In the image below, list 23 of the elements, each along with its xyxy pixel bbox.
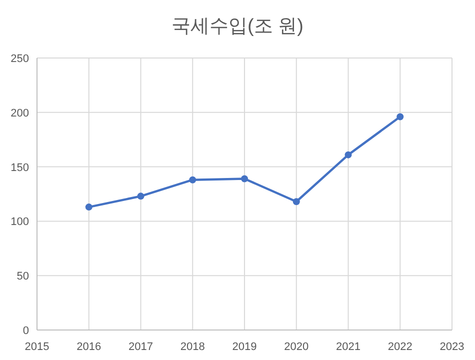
x-tick-label: 2016 [76,341,102,353]
point [292,198,300,206]
point [241,175,248,182]
x-tick-label: 2022 [388,341,412,353]
x-tick-label: 2019 [232,341,257,353]
x-tick-label: 2015 [24,341,50,353]
y-tick-label: 250 [10,53,29,65]
x-tick-label: 2021 [336,341,360,353]
x-tick-label: 2023 [440,341,464,353]
x-tick-label: 2018 [180,341,205,353]
point [396,113,404,120]
y-tick-label: 150 [10,162,29,174]
point [189,176,196,184]
y-tick-label: 50 [16,270,29,283]
y-tick-label: 200 [10,107,29,120]
y-tick-label: 100 [10,216,29,228]
point [85,204,92,211]
y-tick-label: 0 [22,325,29,337]
chart-title: 국세수입(조 원) [172,16,304,37]
x-tick-label: 2017 [128,341,153,353]
x-tick-label: 2020 [284,341,309,353]
point [344,151,352,158]
point [137,192,144,200]
